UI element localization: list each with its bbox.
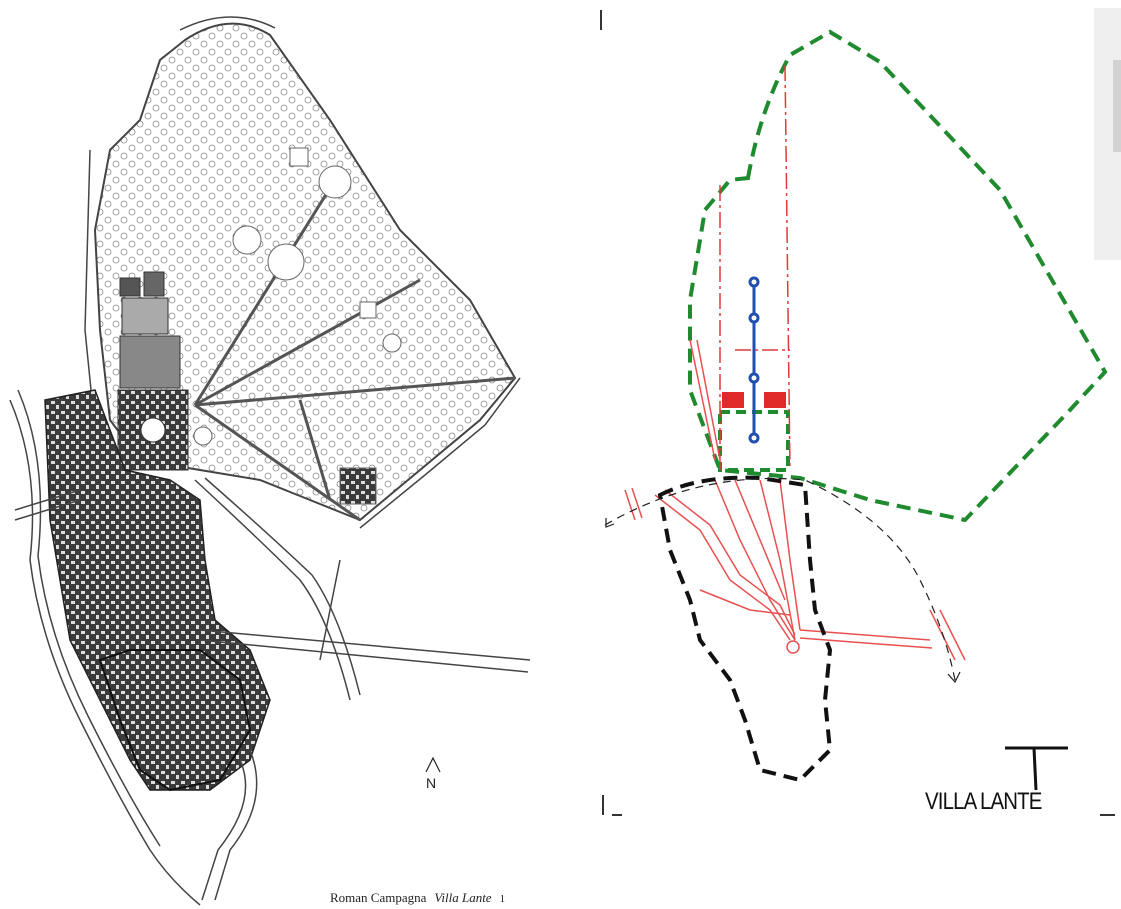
parterre-right [764, 392, 786, 408]
caption-title: Villa Lante [434, 890, 492, 905]
villa-plan-map [9, 16, 531, 906]
park-boundary-green [688, 29, 1108, 523]
caption-page: 1 [499, 893, 506, 905]
town-boundary-black [657, 475, 833, 783]
map-caption: Roman Campagna Villa Lante 1 [330, 890, 505, 906]
roads [9, 389, 531, 906]
villa-garden [117, 271, 189, 471]
villa-analysis-sketch [600, 10, 1115, 816]
red-axes [719, 64, 791, 471]
route-arrows [604, 477, 961, 684]
north-arrow-icon [425, 756, 441, 773]
page-edge-tab-marker [1113, 60, 1121, 152]
north-label: N [426, 775, 437, 791]
sketch-title: VILLA LANTE [925, 788, 1042, 815]
north-arrow-sketch-icon [1005, 746, 1068, 791]
frame-ticks [600, 10, 1115, 816]
town-streets [624, 339, 966, 661]
parterre-left [722, 392, 744, 408]
water-axis [748, 276, 760, 444]
avenues [193, 179, 516, 522]
caption-region: Roman Campagna [330, 890, 427, 905]
